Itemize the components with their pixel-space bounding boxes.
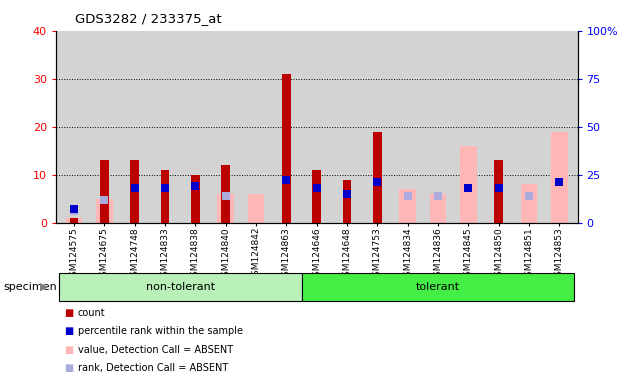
- Point: [130, 185, 140, 191]
- Text: percentile rank within the sample: percentile rank within the sample: [78, 326, 243, 336]
- Bar: [343, 180, 351, 223]
- Point: [524, 193, 534, 199]
- Bar: [161, 170, 170, 223]
- Point: [99, 197, 109, 203]
- Bar: [70, 218, 78, 223]
- Bar: [520, 184, 537, 223]
- Bar: [130, 161, 139, 223]
- Point: [69, 208, 79, 214]
- Text: value, Detection Call = ABSENT: value, Detection Call = ABSENT: [78, 345, 233, 355]
- Text: ■: ■: [64, 308, 73, 318]
- Point: [281, 177, 291, 184]
- Text: tolerant: tolerant: [416, 282, 460, 292]
- Point: [69, 206, 79, 212]
- Bar: [248, 194, 265, 223]
- Text: count: count: [78, 308, 105, 318]
- Point: [312, 185, 322, 191]
- Point: [433, 193, 443, 199]
- Text: ■: ■: [64, 345, 73, 355]
- Bar: [460, 146, 477, 223]
- Point: [463, 185, 473, 191]
- Bar: [312, 170, 321, 223]
- Bar: [96, 199, 113, 223]
- Point: [463, 185, 473, 191]
- Text: ■: ■: [64, 326, 73, 336]
- Point: [373, 179, 383, 185]
- Text: non-tolerant: non-tolerant: [146, 282, 215, 292]
- Bar: [66, 218, 83, 223]
- Bar: [100, 161, 109, 223]
- Bar: [430, 194, 446, 223]
- Bar: [551, 131, 568, 223]
- Point: [342, 191, 352, 197]
- Bar: [373, 131, 382, 223]
- Text: specimen: specimen: [3, 282, 57, 292]
- Point: [403, 193, 413, 199]
- Bar: [191, 175, 199, 223]
- Text: GDS3282 / 233375_at: GDS3282 / 233375_at: [75, 12, 221, 25]
- Point: [555, 179, 564, 185]
- Bar: [282, 74, 291, 223]
- Bar: [217, 194, 234, 223]
- Text: rank, Detection Call = ABSENT: rank, Detection Call = ABSENT: [78, 363, 228, 373]
- Point: [494, 185, 504, 191]
- Point: [220, 193, 230, 199]
- Bar: [494, 161, 503, 223]
- Text: ■: ■: [64, 363, 73, 373]
- Bar: [399, 189, 416, 223]
- Text: ▶: ▶: [40, 282, 49, 292]
- Point: [160, 185, 170, 191]
- Bar: [222, 165, 230, 223]
- Point: [191, 183, 201, 189]
